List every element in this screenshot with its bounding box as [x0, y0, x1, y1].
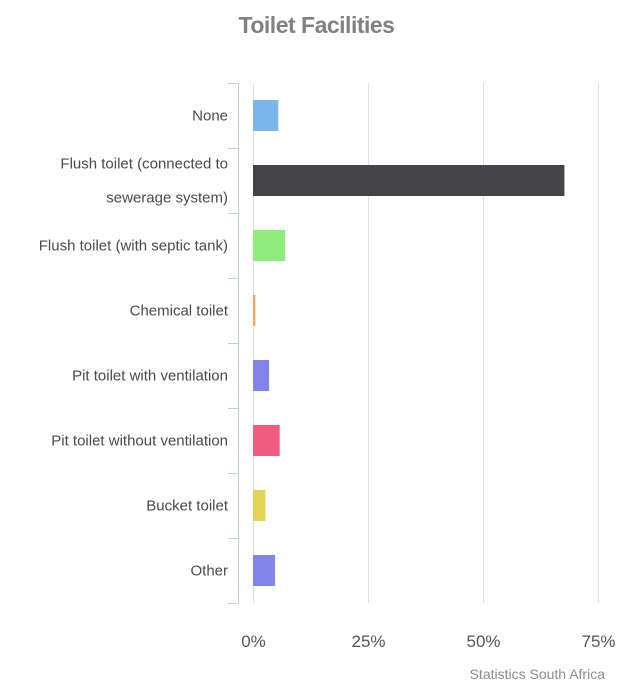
bar[interactable]: [253, 100, 279, 131]
x-tick-label: 25%: [351, 632, 385, 651]
bar[interactable]: [253, 360, 270, 391]
category-label: None: [192, 108, 228, 125]
bar[interactable]: [253, 165, 565, 196]
value-axis-labels: 0% 25% 50% 75%: [241, 632, 615, 651]
bar[interactable]: [253, 230, 286, 261]
category-label: Bucket toilet: [146, 498, 229, 515]
category-labels: None Flush toilet (connected to sewerage s…: [39, 108, 229, 580]
category-label: sewerage system): [106, 190, 228, 207]
bar[interactable]: [253, 490, 266, 521]
category-label: Chemical toilet: [130, 303, 229, 320]
category-label: Other: [190, 563, 228, 580]
category-label: Flush toilet (connected to: [60, 156, 228, 173]
bar[interactable]: [253, 425, 280, 456]
chart-title: Toilet Facilities: [238, 12, 395, 38]
grid-lines: [253, 83, 599, 603]
bar[interactable]: [253, 555, 276, 586]
category-label: Flush toilet (with septic tank): [39, 238, 228, 255]
bars: [253, 100, 565, 586]
source-credit[interactable]: Statistics South Africa: [469, 666, 605, 682]
bar[interactable]: [253, 295, 256, 326]
x-tick-label: 50%: [466, 632, 500, 651]
category-label: Pit toilet without ventilation: [51, 433, 228, 450]
x-tick-label: 75%: [581, 632, 615, 651]
category-axis: [228, 83, 239, 604]
x-tick-label: 0%: [241, 632, 266, 651]
category-label: Pit toilet with ventilation: [72, 368, 228, 385]
